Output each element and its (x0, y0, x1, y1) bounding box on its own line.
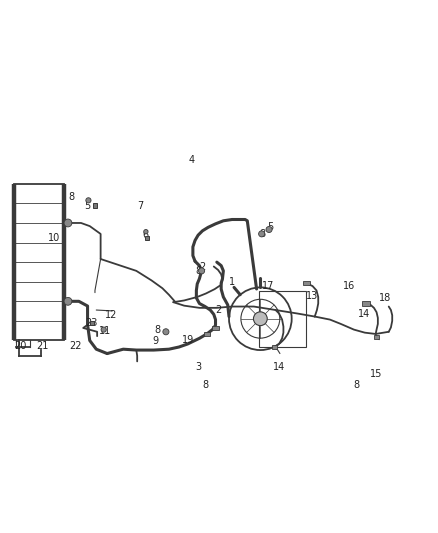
Text: 11: 11 (99, 326, 111, 336)
Text: 14: 14 (358, 309, 371, 319)
Text: 7: 7 (137, 200, 143, 211)
Circle shape (64, 219, 72, 227)
Bar (272, 345, 277, 349)
Text: 19: 19 (181, 335, 194, 345)
Text: 22: 22 (69, 341, 81, 351)
Text: 8: 8 (202, 380, 208, 390)
Bar (259, 290, 306, 347)
Text: 21: 21 (36, 341, 49, 351)
Text: 1: 1 (229, 277, 235, 287)
Circle shape (64, 297, 72, 305)
Text: 14: 14 (273, 361, 285, 372)
Bar (362, 301, 371, 305)
Text: 8: 8 (154, 325, 160, 335)
Text: 8: 8 (69, 192, 75, 202)
Text: 20: 20 (14, 341, 27, 351)
Text: 23: 23 (86, 318, 98, 328)
Circle shape (144, 230, 148, 234)
Circle shape (198, 268, 205, 274)
Text: 2: 2 (215, 305, 221, 315)
Text: 12: 12 (105, 310, 117, 320)
Text: 13: 13 (306, 291, 318, 301)
Text: 3: 3 (195, 361, 201, 372)
Text: 5: 5 (267, 222, 273, 232)
Bar (303, 281, 310, 285)
Text: 18: 18 (379, 293, 392, 303)
Circle shape (101, 327, 106, 332)
Text: 5: 5 (84, 200, 90, 211)
Text: 17: 17 (262, 281, 275, 291)
Text: 16: 16 (343, 281, 355, 291)
Bar (212, 326, 219, 330)
Text: 6: 6 (142, 230, 148, 240)
Circle shape (258, 231, 265, 237)
Circle shape (163, 329, 169, 335)
Bar (89, 321, 94, 326)
Text: 2: 2 (199, 262, 205, 271)
Text: 15: 15 (371, 368, 383, 378)
Bar (145, 237, 149, 240)
Circle shape (266, 227, 272, 232)
Text: 10: 10 (48, 233, 60, 243)
Bar (374, 335, 379, 339)
Circle shape (254, 312, 267, 326)
Text: 9: 9 (152, 336, 159, 346)
Text: 8: 8 (353, 380, 359, 390)
Text: 8: 8 (195, 266, 201, 276)
Circle shape (86, 198, 91, 203)
Bar (204, 332, 210, 336)
Text: 4: 4 (189, 155, 195, 165)
Bar (93, 204, 97, 208)
Text: 8: 8 (259, 229, 265, 239)
